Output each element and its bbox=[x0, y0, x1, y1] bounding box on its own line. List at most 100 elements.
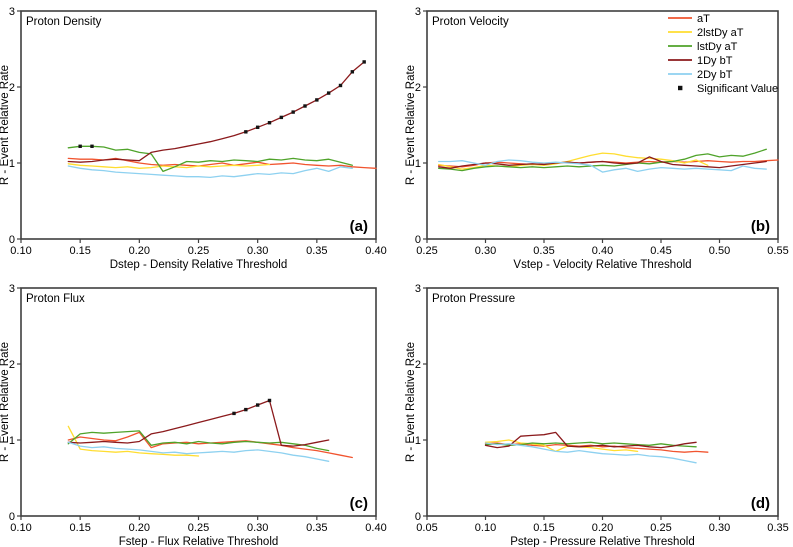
legend-label: 2lstDy aT bbox=[697, 27, 744, 39]
significant-value-marker bbox=[90, 144, 94, 148]
series-line-lstDy-aT bbox=[67, 145, 353, 173]
panel-d-title: Proton Pressure bbox=[432, 293, 515, 305]
x-tick-label: 0.35 bbox=[306, 245, 327, 257]
x-tick-label: 0.20 bbox=[129, 522, 150, 534]
series-line-lstDy-aT bbox=[484, 441, 697, 448]
x-tick-label: 0.20 bbox=[129, 245, 150, 257]
legend-label: 2Dy bT bbox=[697, 69, 733, 81]
legend-label: 1Dy bT bbox=[697, 55, 733, 67]
y-tick-label: 0 bbox=[415, 234, 421, 246]
x-tick-label: 0.45 bbox=[650, 245, 671, 257]
x-axis-title: Vstep - Velocity Relative Threshold bbox=[513, 259, 691, 271]
significant-value-marker bbox=[78, 144, 82, 148]
x-tick-label: 0.15 bbox=[69, 245, 90, 257]
series-line-2Dy-bT bbox=[67, 165, 353, 179]
x-tick-label: 0.25 bbox=[188, 245, 209, 257]
significant-value-marker bbox=[350, 70, 355, 74]
series-line-2lstDy-aT bbox=[67, 425, 200, 457]
x-tick-label: 0.25 bbox=[650, 522, 671, 534]
y-tick-label: 3 bbox=[415, 283, 421, 295]
x-axis-title: Fstep - Flux Relative Threshold bbox=[119, 536, 279, 547]
x-tick-label: 0.30 bbox=[247, 522, 268, 534]
y-tick-label: 2 bbox=[9, 82, 15, 94]
y-tick-label: 3 bbox=[9, 283, 15, 295]
panel-c-letter: (c) bbox=[350, 495, 368, 512]
legend-marker-swatch bbox=[678, 85, 683, 91]
legend: aT 2lstDy aT lstDy aT 1Dy bT 2Dy bT Significa… bbox=[668, 13, 778, 95]
y-tick-label: 0 bbox=[415, 511, 421, 523]
panel-a: 0.10 0.15 0.20 0.25 0.30 0.35 0.40 0 1 2 3 Dstep - … bbox=[0, 6, 387, 271]
significant-value-marker bbox=[232, 411, 236, 416]
x-tick-label: 0.55 bbox=[767, 245, 788, 257]
x-tick-label: 0.15 bbox=[69, 522, 90, 534]
x-tick-label: 0.40 bbox=[365, 522, 386, 534]
panel-a-letter: (a) bbox=[350, 218, 368, 235]
x-tick-label: 0.35 bbox=[533, 245, 554, 257]
y-tick-label: 1 bbox=[415, 158, 421, 170]
x-tick-label: 0.30 bbox=[709, 522, 730, 534]
y-tick-label: 0 bbox=[9, 511, 15, 523]
legend-label: aT bbox=[697, 13, 710, 25]
series-line-2Dy-bT bbox=[67, 441, 330, 462]
significant-value-marker bbox=[267, 398, 272, 403]
significant-value-marker bbox=[303, 104, 307, 108]
series-line-2Dy-bT bbox=[438, 159, 767, 173]
x-tick-label: 0.30 bbox=[247, 245, 268, 257]
x-tick-label: 0.40 bbox=[365, 245, 386, 257]
panel-b-title: Proton Velocity bbox=[432, 16, 509, 28]
y-tick-label: 2 bbox=[415, 82, 421, 94]
significant-value-marker bbox=[291, 110, 295, 114]
significant-value-marker bbox=[279, 115, 284, 120]
y-tick-label: 3 bbox=[9, 6, 15, 18]
significant-value-marker bbox=[362, 60, 366, 64]
significant-value-marker bbox=[255, 125, 260, 129]
panel-c-frame bbox=[20, 287, 377, 517]
panel-b: 0.25 0.30 0.35 0.40 0.45 0.50 0.55 0 1 2 3 Vstep - … bbox=[405, 6, 789, 271]
panel-a-title: Proton Density bbox=[26, 16, 102, 28]
x-tick-label: 0.10 bbox=[10, 522, 31, 534]
panel-a-frame bbox=[20, 10, 377, 240]
series-line-2lstDy-aT bbox=[438, 152, 709, 170]
panel-c-title: Proton Flux bbox=[26, 293, 85, 305]
y-tick-label: 3 bbox=[415, 6, 421, 18]
x-tick-label: 0.35 bbox=[306, 522, 327, 534]
significant-value-marker bbox=[267, 121, 272, 125]
series-line-1Dy-bT bbox=[438, 156, 767, 169]
x-tick-label: 0.20 bbox=[592, 522, 613, 534]
x-tick-label: 0.25 bbox=[188, 522, 209, 534]
series-line-2lstDy-aT bbox=[67, 163, 271, 169]
x-tick-label: 0.25 bbox=[416, 245, 437, 257]
y-axis-title: R - Event Relative Rate bbox=[405, 65, 417, 185]
x-tick-label: 0.50 bbox=[709, 245, 730, 257]
panel-b-letter: (b) bbox=[751, 218, 770, 235]
significant-value-marker bbox=[338, 83, 343, 88]
significant-value-marker bbox=[315, 98, 319, 102]
y-axis-title: R - Event Relative Rate bbox=[405, 342, 417, 462]
panel-d: 0.05 0.10 0.15 0.20 0.25 0.30 0.35 0 1 2 3 Pstep - … bbox=[405, 283, 789, 547]
significant-value-marker bbox=[244, 130, 248, 134]
significant-value-marker bbox=[244, 407, 248, 412]
series-line-lstDy-aT bbox=[438, 148, 767, 172]
y-tick-label: 1 bbox=[9, 158, 15, 170]
y-tick-label: 1 bbox=[9, 435, 15, 447]
x-tick-label: 0.40 bbox=[592, 245, 613, 257]
y-tick-label: 2 bbox=[415, 359, 421, 371]
x-tick-label: 0.05 bbox=[416, 522, 437, 534]
legend-label: Significant Value bbox=[697, 83, 778, 95]
y-axis-title: R - Event Relative Rate bbox=[0, 342, 11, 462]
series-line-lstDy-aT bbox=[67, 430, 330, 452]
y-axis-title: R - Event Relative Rate bbox=[0, 65, 11, 185]
series-line-1Dy-bT bbox=[67, 399, 330, 447]
y-tick-label: 2 bbox=[9, 359, 15, 371]
x-tick-label: 0.10 bbox=[475, 522, 496, 534]
panel-d-letter: (d) bbox=[751, 495, 770, 512]
series-line-2Dy-bT bbox=[484, 442, 697, 464]
series-line-1Dy-bT bbox=[67, 61, 365, 163]
x-tick-label: 0.30 bbox=[475, 245, 496, 257]
significant-value-marker bbox=[326, 91, 331, 95]
series-line-aT bbox=[67, 431, 353, 459]
x-axis-title: Dstep - Density Relative Threshold bbox=[110, 259, 287, 271]
x-tick-label: 0.35 bbox=[767, 522, 788, 534]
x-axis-title: Pstep - Pressure Relative Threshold bbox=[510, 536, 695, 547]
